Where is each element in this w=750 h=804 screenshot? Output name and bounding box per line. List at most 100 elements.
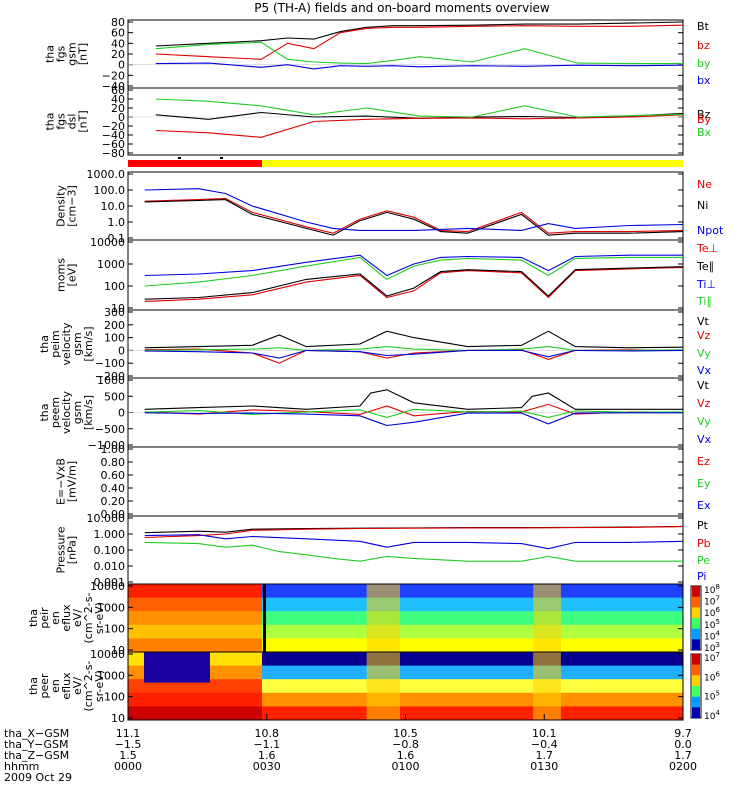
series-line xyxy=(144,266,684,300)
series-line xyxy=(155,41,683,65)
y-tick-label: 0.20 xyxy=(101,495,126,508)
y-tick-label: 500 xyxy=(104,390,125,403)
y-tick-label: 1.00 xyxy=(101,443,126,456)
legend-label: Vz xyxy=(697,329,711,342)
series-line xyxy=(155,98,684,118)
x-tick-label: 0000 xyxy=(114,760,142,773)
spectrogram-band xyxy=(262,706,683,721)
panel-frame xyxy=(127,446,684,517)
series-line xyxy=(155,114,684,138)
y-axis-label: [cm−3] xyxy=(66,185,79,227)
y-tick-label: −40 xyxy=(102,80,125,93)
y-tick-label: 0.001 xyxy=(94,576,126,589)
y-tick-label: −60 xyxy=(102,138,125,151)
y-tick-label: 1000.0 xyxy=(87,168,126,181)
series-line xyxy=(144,256,683,287)
legend-label: Ey xyxy=(697,477,711,490)
mode-bar-red xyxy=(128,160,262,167)
legend-label: By xyxy=(697,113,712,126)
y-tick-label: 1000 xyxy=(97,374,125,387)
legend-label: Bt xyxy=(697,20,710,33)
colorbar-segment xyxy=(692,675,700,687)
legend-label: Bz xyxy=(697,108,711,121)
legend-label: Te⊥ xyxy=(696,242,718,255)
mode-bar-marker xyxy=(178,157,181,159)
colorbar-segment xyxy=(692,586,700,597)
spectrogram-band xyxy=(262,652,683,667)
y-tick-label: 10000 xyxy=(90,648,125,661)
y-axis-label: en xyxy=(49,679,62,693)
y-tick-label: 1000 xyxy=(97,258,125,271)
legend-label: bx xyxy=(697,74,711,87)
colorbar-segment xyxy=(692,654,700,665)
spectrogram-band xyxy=(262,665,683,680)
y-tick-label: −1000 xyxy=(88,439,125,452)
spectrogram-event xyxy=(366,584,400,652)
y-axis-label: eflux xyxy=(60,604,73,632)
y-axis-label: eV/ xyxy=(71,677,84,695)
x-tick-label: 0.0 xyxy=(674,738,692,751)
spectrogram-event xyxy=(366,652,400,720)
y-axis-label: [nT] xyxy=(77,43,90,65)
spectrogram-band xyxy=(128,692,262,707)
y-tick-label: 10.0 xyxy=(101,200,126,213)
mode-bar-yellow xyxy=(262,160,683,167)
y-tick-label: 20 xyxy=(111,102,125,115)
legend-label: bz xyxy=(697,39,710,52)
legend-label: Npot xyxy=(697,224,724,237)
spectrogram-band xyxy=(262,638,683,653)
legend-label: Vy xyxy=(697,415,711,428)
y-tick-label: 0.100 xyxy=(94,544,126,557)
y-axis-label: [nPa] xyxy=(66,536,79,564)
x-tick-label: 11.1 xyxy=(116,727,141,740)
series-line xyxy=(144,534,684,550)
y-tick-label: 0.00 xyxy=(101,508,126,521)
panel-frame xyxy=(127,87,684,156)
series-line xyxy=(144,266,684,302)
legend-label: Ti⊥ xyxy=(696,278,716,291)
legend-label: Pb xyxy=(697,537,711,550)
x-tick-label: 10.1 xyxy=(532,727,557,740)
legend-label: Pt xyxy=(697,519,709,532)
y-axis-label: Density xyxy=(55,185,68,227)
series-line xyxy=(144,254,683,277)
legend-label: Ni xyxy=(697,199,708,212)
data-gap-line xyxy=(263,584,266,652)
x-tick-label: 1.5 xyxy=(119,749,137,762)
legend-label: Vx xyxy=(697,433,712,446)
spectrogram-band xyxy=(262,679,683,694)
y-axis-label: peem xyxy=(49,397,62,428)
y-axis-label: peir xyxy=(38,607,51,629)
y-axis-label: peim xyxy=(49,330,62,358)
x-tick-label: 1.6 xyxy=(397,749,415,762)
y-tick-label: 0 xyxy=(118,59,125,72)
y-axis-label: sr-eV) xyxy=(93,670,106,702)
spectrogram-event xyxy=(533,652,561,720)
x-tick-label: 0200 xyxy=(669,760,697,773)
y-axis-label: gsm xyxy=(71,401,84,424)
series-line xyxy=(155,21,684,47)
spectrogram-band xyxy=(128,597,262,612)
series-line xyxy=(144,188,684,231)
y-axis-label: velocity xyxy=(60,391,73,434)
series-line xyxy=(144,408,684,418)
y-axis-label: en xyxy=(49,611,62,625)
legend-label: Vt xyxy=(697,379,710,392)
colorbar-segment xyxy=(692,664,700,676)
colorbar-segment xyxy=(692,596,700,608)
y-axis-label: peer xyxy=(38,673,51,699)
y-tick-label: −100 xyxy=(95,357,125,370)
y-axis-label: (cm^2-s- xyxy=(82,593,95,644)
y-tick-label: 10000 xyxy=(90,236,125,249)
y-axis-label: (cm^2-s- xyxy=(82,661,95,712)
legend-label: Bx xyxy=(697,126,712,139)
series-line xyxy=(144,526,684,539)
colorbar-segment xyxy=(692,628,700,640)
y-axis-label: tha xyxy=(38,403,51,421)
spectrogram-band xyxy=(262,692,683,707)
y-axis-label: velocity xyxy=(60,322,73,365)
panel-frame xyxy=(127,171,684,241)
y-tick-label: −200 xyxy=(95,370,125,383)
y-tick-label: 10.000 xyxy=(87,512,126,525)
